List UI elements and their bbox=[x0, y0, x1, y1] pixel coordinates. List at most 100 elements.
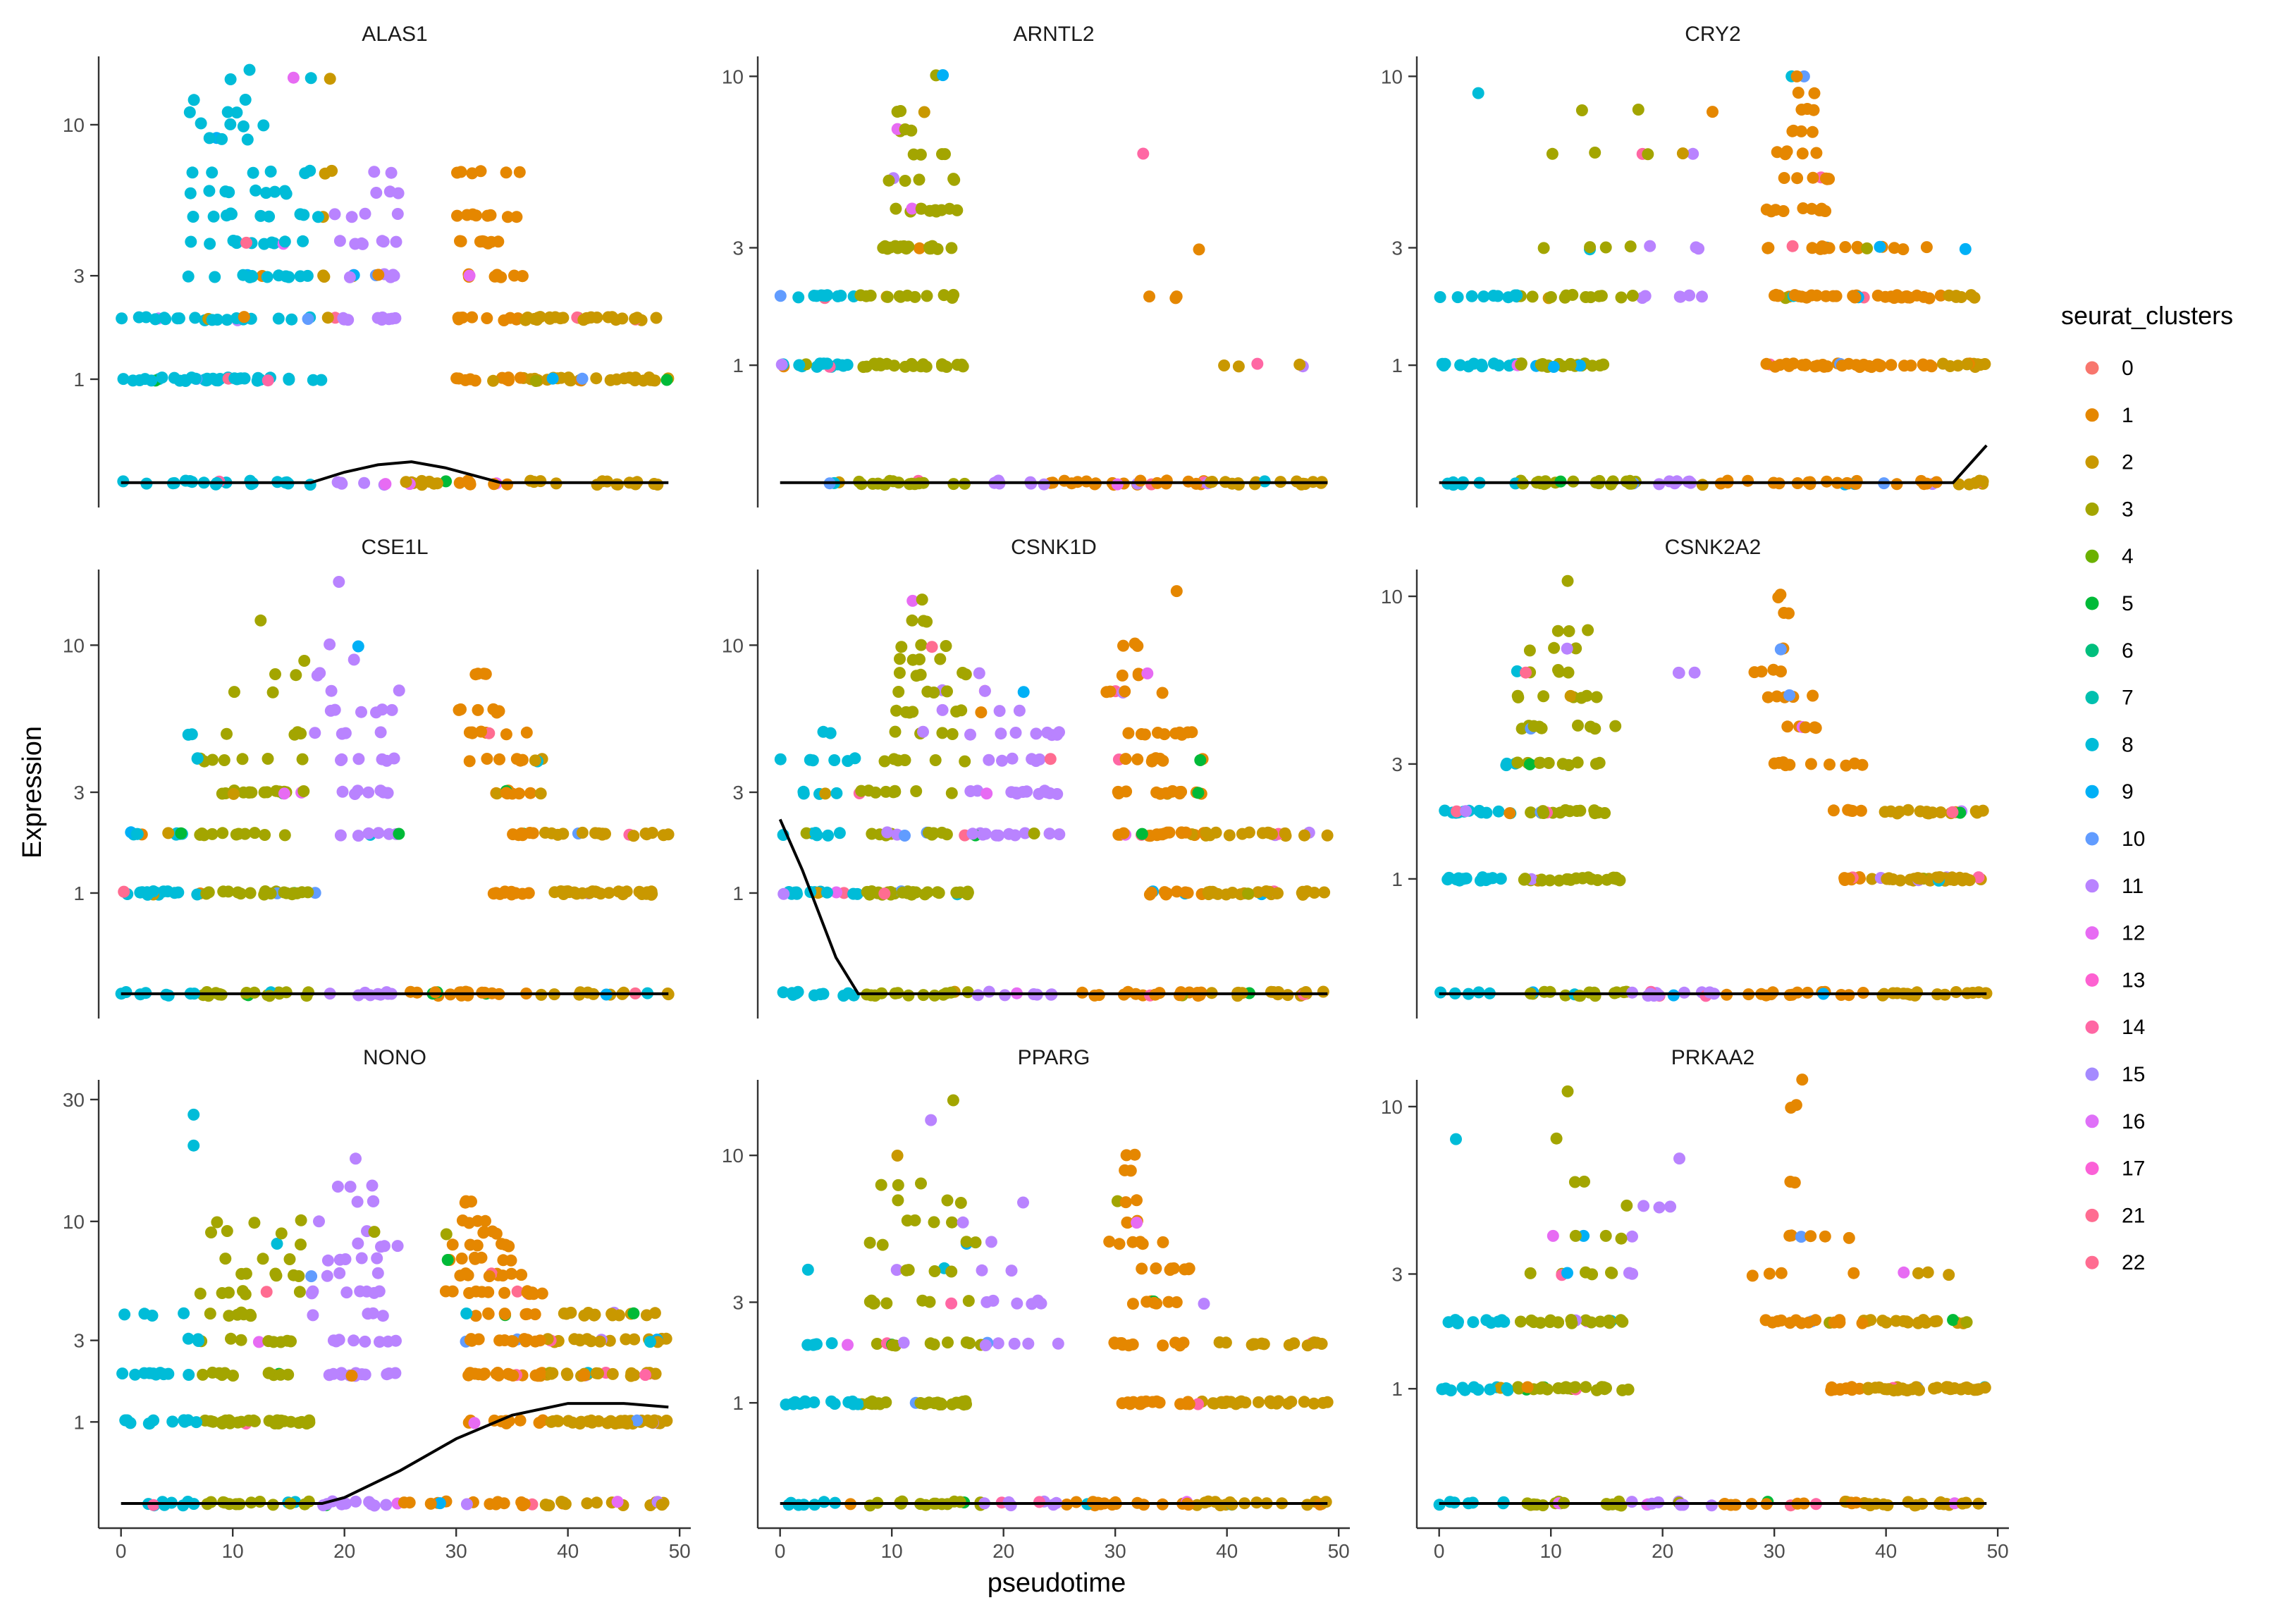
data-point bbox=[355, 706, 367, 718]
data-point bbox=[173, 312, 185, 325]
data-point bbox=[254, 614, 267, 627]
legend-key bbox=[2085, 455, 2099, 469]
data-point bbox=[1721, 474, 1734, 487]
data-point bbox=[959, 755, 971, 768]
legend-key bbox=[2085, 596, 2099, 610]
data-point bbox=[498, 1308, 511, 1320]
data-point bbox=[1451, 291, 1464, 304]
data-point bbox=[1005, 786, 1018, 799]
data-point bbox=[304, 164, 316, 177]
y-tick-label: 3 bbox=[1391, 753, 1403, 775]
data-point bbox=[1589, 722, 1601, 735]
data-point bbox=[1626, 1230, 1638, 1243]
data-point bbox=[239, 94, 252, 106]
data-point bbox=[143, 1417, 156, 1430]
data-point bbox=[792, 1499, 805, 1511]
legend-item-8: 8 bbox=[2085, 733, 2134, 756]
data-point bbox=[491, 706, 503, 719]
data-point bbox=[491, 1496, 504, 1508]
data-point bbox=[497, 1254, 510, 1267]
data-point bbox=[946, 292, 959, 304]
data-point bbox=[800, 827, 813, 839]
data-point bbox=[1017, 686, 1030, 699]
data-point bbox=[1131, 1217, 1143, 1229]
data-point bbox=[116, 312, 128, 325]
data-point bbox=[1642, 148, 1654, 161]
data-point bbox=[1321, 1396, 1334, 1408]
data-point bbox=[493, 1369, 505, 1382]
data-point bbox=[513, 787, 525, 800]
x-tick-label: 10 bbox=[222, 1540, 244, 1562]
data-point bbox=[945, 1265, 958, 1278]
panel-title: ARNTL2 bbox=[1013, 23, 1094, 46]
data-point bbox=[648, 374, 661, 387]
data-point bbox=[161, 885, 174, 898]
data-point bbox=[1944, 1383, 1957, 1396]
data-point bbox=[1673, 1152, 1685, 1165]
data-point bbox=[631, 1414, 644, 1427]
x-tick-label: 50 bbox=[669, 1540, 691, 1562]
data-point bbox=[1534, 756, 1547, 769]
data-point bbox=[1202, 1495, 1215, 1508]
data-point bbox=[496, 1238, 508, 1250]
data-point bbox=[368, 1226, 381, 1238]
data-point bbox=[1912, 1267, 1924, 1279]
data-point bbox=[1208, 1397, 1221, 1410]
data-point bbox=[1772, 591, 1785, 603]
data-point bbox=[1022, 1337, 1035, 1350]
data-point bbox=[1884, 805, 1897, 818]
data-point bbox=[1174, 786, 1186, 798]
data-point bbox=[225, 1416, 238, 1429]
legend-label: 14 bbox=[2122, 1016, 2145, 1039]
data-point bbox=[247, 166, 259, 179]
data-point bbox=[1626, 290, 1639, 302]
data-point bbox=[1766, 1316, 1779, 1329]
data-point bbox=[1537, 805, 1549, 818]
data-point bbox=[159, 313, 172, 326]
data-point bbox=[262, 1367, 275, 1379]
data-point bbox=[1521, 1381, 1534, 1394]
data-point bbox=[554, 312, 567, 325]
data-point bbox=[978, 684, 991, 697]
data-point bbox=[381, 1368, 393, 1381]
data-point bbox=[906, 653, 919, 666]
data-point bbox=[1563, 759, 1575, 771]
data-point bbox=[1566, 1317, 1578, 1329]
data-point bbox=[865, 989, 878, 1002]
data-point bbox=[139, 373, 152, 386]
legend-item-16: 16 bbox=[2085, 1110, 2145, 1133]
y-tick-label: 10 bbox=[722, 1145, 744, 1167]
data-point bbox=[1965, 289, 1977, 302]
data-point bbox=[1547, 1229, 1559, 1242]
data-point bbox=[455, 166, 467, 178]
y-tick-label: 3 bbox=[732, 1291, 744, 1313]
data-point bbox=[559, 1498, 572, 1511]
data-point bbox=[1242, 887, 1254, 900]
data-point bbox=[835, 290, 847, 302]
data-point bbox=[1616, 1384, 1629, 1396]
data-point bbox=[928, 1265, 941, 1277]
data-point bbox=[264, 165, 277, 178]
data-point bbox=[228, 372, 241, 385]
data-point bbox=[1009, 829, 1021, 842]
legend-key bbox=[2085, 502, 2099, 516]
data-point bbox=[1959, 1382, 1972, 1394]
data-point bbox=[230, 235, 242, 247]
data-point bbox=[1804, 758, 1817, 770]
data-point bbox=[393, 828, 405, 840]
data-point bbox=[469, 1367, 481, 1380]
data-point bbox=[527, 827, 539, 839]
data-point bbox=[285, 313, 298, 326]
data-point bbox=[1134, 474, 1147, 487]
data-point bbox=[400, 476, 412, 488]
data-point bbox=[1119, 753, 1132, 765]
data-point bbox=[1224, 1396, 1237, 1408]
data-point bbox=[388, 752, 400, 765]
legend-item-5: 5 bbox=[2085, 592, 2134, 615]
data-point bbox=[1742, 474, 1754, 487]
x-tick-label: 40 bbox=[557, 1540, 579, 1562]
data-point bbox=[240, 236, 252, 249]
data-point bbox=[777, 986, 789, 999]
data-point bbox=[456, 1214, 469, 1226]
data-point bbox=[529, 754, 541, 767]
